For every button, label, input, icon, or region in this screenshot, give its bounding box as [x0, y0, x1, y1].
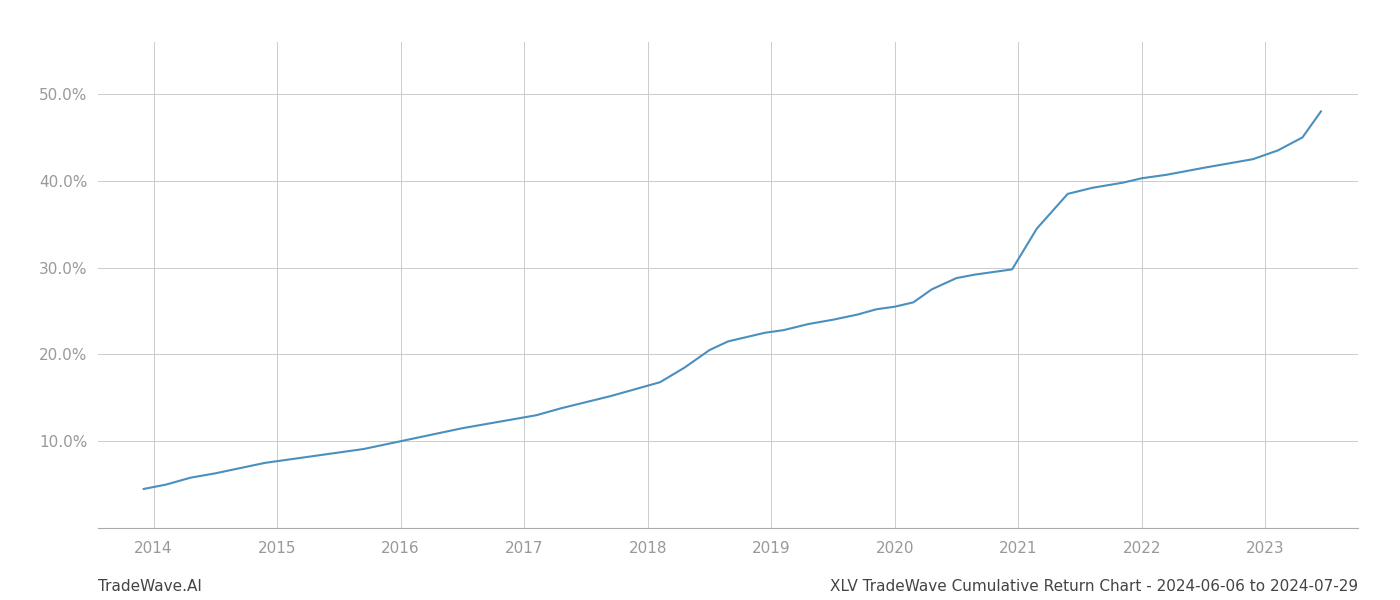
Text: TradeWave.AI: TradeWave.AI: [98, 579, 202, 594]
Text: XLV TradeWave Cumulative Return Chart - 2024-06-06 to 2024-07-29: XLV TradeWave Cumulative Return Chart - …: [830, 579, 1358, 594]
